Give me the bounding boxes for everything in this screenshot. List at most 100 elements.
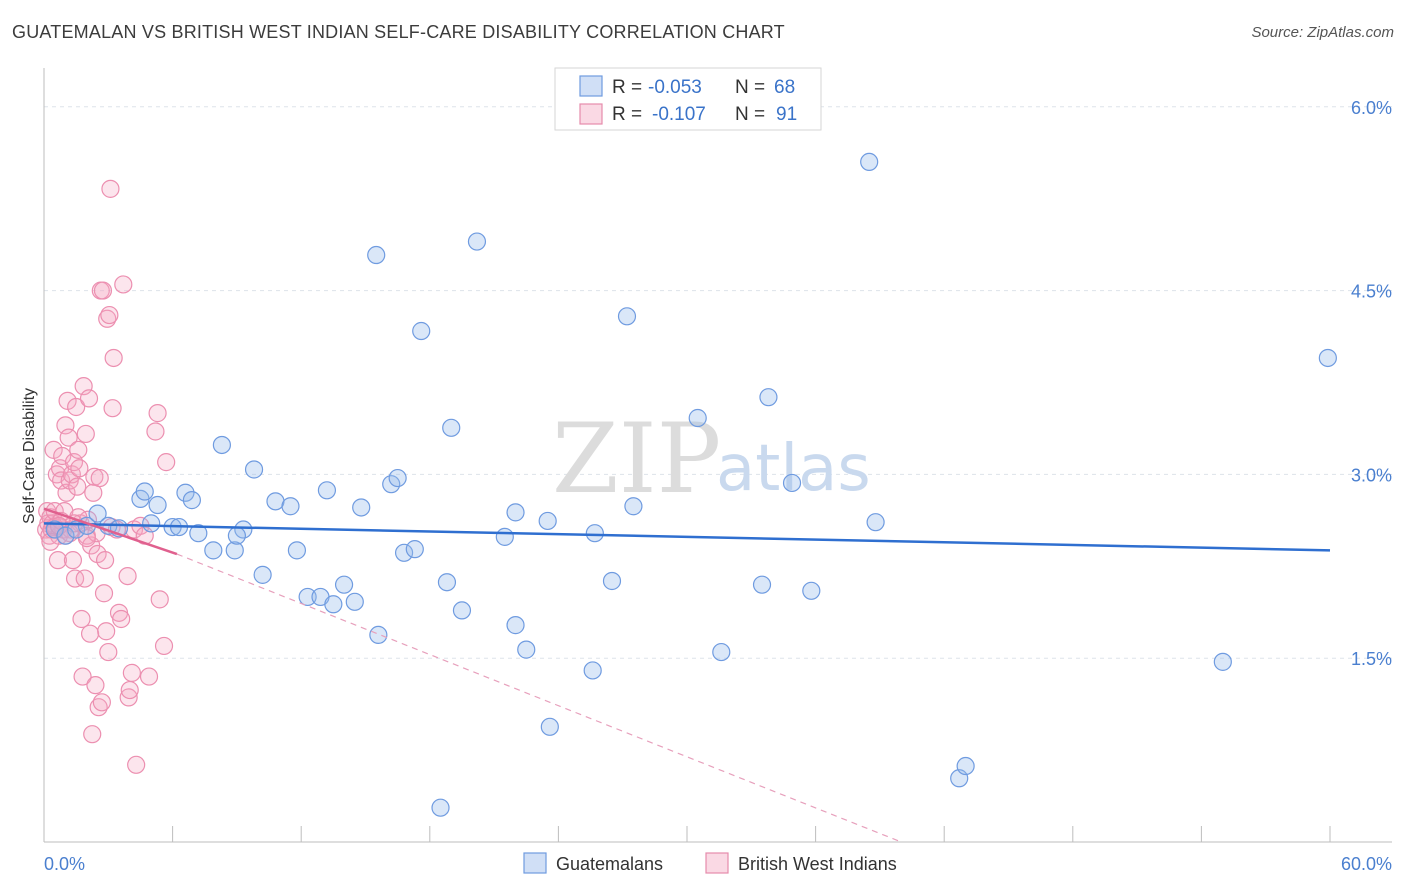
data-point-british-west-indians <box>94 584 114 603</box>
data-point-british-west-indians <box>90 468 109 488</box>
data-point-guatemalans <box>88 504 107 523</box>
legend-r-value-2: -0.107 <box>652 104 706 125</box>
data-point-guatemalans <box>227 526 246 545</box>
data-point-guatemalans <box>431 798 450 817</box>
legend-guatemalans-label: Guatemalans <box>556 854 663 874</box>
data-point-guatemalans <box>142 514 161 533</box>
data-point-guatemalans <box>176 483 195 502</box>
data-point-guatemalans <box>266 492 285 511</box>
legend-n-value-1: 68 <box>774 77 795 98</box>
watermark-zip: ZIP <box>552 403 721 515</box>
data-point-guatemalans <box>317 481 337 500</box>
data-point-guatemalans <box>1318 348 1337 368</box>
data-point-british-west-indians <box>119 688 138 707</box>
data-point-guatemalans <box>624 497 643 516</box>
data-point-british-west-indians <box>65 569 85 588</box>
data-point-british-west-indians <box>148 404 167 423</box>
data-point-british-west-indians <box>95 551 115 570</box>
legend-r-label-2: R = <box>612 104 642 125</box>
trend-lines <box>43 507 1331 843</box>
data-point-guatemalans <box>1213 652 1232 671</box>
data-point-british-west-indians <box>86 676 105 695</box>
data-point-british-west-indians <box>104 348 123 368</box>
data-point-british-west-indians <box>154 636 174 656</box>
data-point-guatemalans <box>538 511 557 531</box>
data-point-guatemalans <box>324 595 343 614</box>
data-point-guatemalans <box>345 592 364 611</box>
data-point-guatemalans <box>506 503 525 522</box>
data-point-british-west-indians <box>97 622 116 641</box>
data-point-guatemalans <box>540 717 559 736</box>
data-point-british-west-indians <box>69 440 88 459</box>
legend-n-label-2: N = <box>735 104 765 125</box>
data-point-british-west-indians <box>122 663 141 682</box>
data-point-guatemalans <box>860 152 879 172</box>
data-point-guatemalans <box>369 625 388 645</box>
legend-guatemalans-swatch <box>523 852 547 874</box>
data-point-guatemalans <box>204 541 223 560</box>
trend-line-british-west-indians <box>43 507 178 556</box>
data-point-guatemalans <box>452 601 472 620</box>
data-point-british-west-indians <box>92 693 111 712</box>
y-tick-label: 3.0% <box>1351 465 1392 485</box>
data-point-british-west-indians <box>120 680 139 700</box>
legend-bwi-swatch <box>705 852 729 874</box>
series-british-west-indians <box>37 179 176 774</box>
data-point-british-west-indians <box>76 424 95 444</box>
data-point-guatemalans <box>782 473 802 493</box>
data-point-british-west-indians <box>103 399 122 418</box>
legend-r-value-1: -0.053 <box>648 77 702 98</box>
legend-r-label-1: R = <box>612 77 642 98</box>
data-point-guatemalans <box>281 497 300 516</box>
data-point-british-west-indians <box>139 667 159 686</box>
source-label: Source: ZipAtlas.com <box>1251 24 1394 41</box>
data-point-british-west-indians <box>89 698 108 717</box>
y-tick-label: 6.0% <box>1351 98 1392 118</box>
x-tick-label: 0.0% <box>44 854 85 874</box>
data-point-british-west-indians <box>157 453 176 472</box>
data-point-british-west-indians <box>150 590 169 609</box>
data-point-guatemalans <box>405 540 424 559</box>
data-point-guatemalans <box>135 482 154 501</box>
legend-bwi-label: British West Indians <box>738 854 897 874</box>
data-point-british-west-indians <box>59 428 78 447</box>
x-tick-labels: 0.0% 60.0% <box>44 854 1392 874</box>
y-tick-label: 4.5% <box>1351 282 1392 302</box>
data-point-british-west-indians <box>67 397 86 417</box>
data-point-guatemalans <box>244 460 264 479</box>
data-point-british-west-indians <box>114 275 133 294</box>
data-point-british-west-indians <box>118 566 137 586</box>
legend-swatch-pink <box>579 103 603 125</box>
data-point-guatemalans <box>253 565 272 584</box>
trend-line-guatemalans <box>43 522 1331 552</box>
data-point-guatemalans <box>752 575 772 594</box>
data-point-british-west-indians <box>53 446 72 466</box>
data-point-guatemalans <box>388 468 407 488</box>
data-point-guatemalans <box>495 527 514 546</box>
data-point-british-west-indians <box>70 459 89 478</box>
data-point-guatemalans <box>956 756 975 776</box>
data-point-british-west-indians <box>80 624 100 643</box>
data-point-british-west-indians <box>75 569 94 588</box>
data-point-guatemalans <box>442 418 461 437</box>
data-point-british-west-indians <box>63 551 83 570</box>
gridlines <box>44 106 1392 659</box>
data-point-guatemalans <box>585 524 604 543</box>
data-point-guatemalans <box>212 435 231 455</box>
data-point-british-west-indians <box>101 179 120 198</box>
data-point-guatemalans <box>583 661 602 680</box>
x-tick-label: 60.0% <box>1341 854 1392 874</box>
data-point-british-west-indians <box>146 422 165 441</box>
axes <box>43 68 1392 843</box>
data-point-guatemalans <box>189 524 208 543</box>
stats-legend: R = -0.053 N = 68 R = -0.107 N = 91 <box>554 67 822 131</box>
data-point-guatemalans <box>506 616 525 635</box>
legend-n-value-2: 91 <box>776 104 797 125</box>
data-point-guatemalans <box>467 232 487 251</box>
data-point-guatemalans <box>352 498 371 517</box>
y-tick-labels: 1.5% 3.0% 4.5% 6.0% <box>1351 98 1392 669</box>
data-point-guatemalans <box>334 575 354 594</box>
data-point-guatemalans <box>437 573 457 592</box>
data-point-guatemalans <box>412 321 431 341</box>
